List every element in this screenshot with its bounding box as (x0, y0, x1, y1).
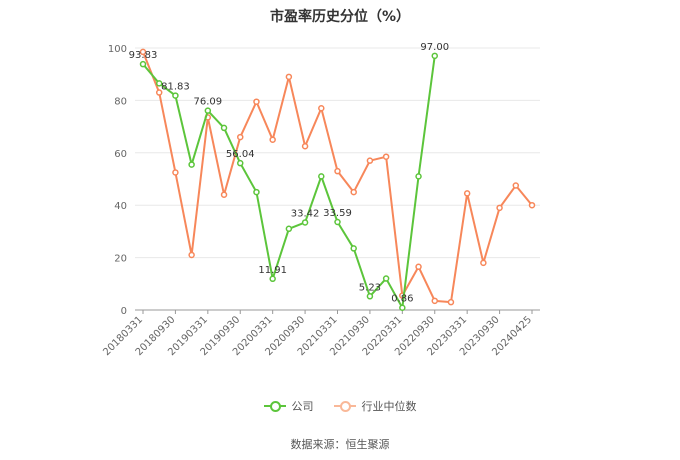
data-point-1 (334, 167, 341, 175)
data-point-0 (220, 124, 228, 132)
data-point-1 (496, 204, 503, 212)
legend: 公司 行业中位数 (0, 398, 680, 414)
data-point-1 (220, 191, 228, 198)
data-label: 93.83 (129, 50, 158, 61)
data-point-0 (172, 92, 179, 99)
legend-industry-swatch (333, 400, 356, 412)
series-line-0 (142, 55, 436, 309)
data-point-1 (237, 133, 244, 141)
data-point-1 (188, 251, 195, 259)
data-point-1 (528, 201, 536, 209)
data-point-0 (237, 159, 244, 167)
data-label: 81.83 (161, 82, 190, 93)
data-point-1 (285, 73, 293, 81)
legend-item-company[interactable]: 公司 (263, 398, 314, 414)
data-label: 33.59 (323, 208, 352, 219)
data-point-1 (350, 188, 357, 196)
data-point-1 (480, 259, 487, 267)
data-point-0 (382, 275, 390, 282)
data-point-0 (350, 245, 357, 252)
data-label: 33.42 (291, 208, 320, 219)
y-tick-label: 20 (114, 254, 127, 265)
data-point-0 (366, 293, 374, 300)
data-point-0 (415, 173, 422, 180)
data-point-0 (285, 225, 293, 233)
data-point-0 (334, 218, 341, 226)
data-label: 56.04 (226, 149, 255, 160)
data-point-1 (463, 190, 471, 197)
series-line-1 (142, 51, 533, 304)
legend-company-swatch (263, 400, 286, 412)
data-point-1 (253, 98, 260, 105)
data-point-1 (139, 48, 147, 56)
legend-company-label: 公司 (291, 400, 314, 413)
data-point-0 (269, 275, 276, 283)
data-point-1 (415, 263, 422, 271)
data-point-0 (204, 107, 212, 114)
data-point-1 (382, 153, 390, 160)
legend-item-industry-median[interactable]: 行业中位数 (333, 398, 417, 414)
data-point-0 (399, 304, 406, 311)
data-source: 数据来源：恒生聚源 (290, 438, 390, 451)
data-point-0 (253, 188, 260, 196)
chart-title: 市盈率历史分位（%） (269, 9, 411, 25)
y-tick-label: 0 (121, 306, 127, 317)
data-point-0 (301, 219, 309, 226)
legend-industry-label: 行业中位数 (361, 400, 417, 413)
data-point-1 (366, 157, 374, 164)
data-point-1 (512, 182, 520, 189)
data-point-0 (188, 161, 195, 168)
data-point-1 (172, 169, 179, 176)
data-point-0 (318, 173, 325, 180)
line-chart: 0204060801002018033120180930201903312019… (101, 42, 540, 358)
y-tick-label: 40 (114, 201, 127, 212)
data-label: 11.91 (258, 265, 287, 276)
data-point-1 (269, 136, 276, 143)
y-tick-label: 60 (114, 149, 127, 160)
data-label: 76.09 (194, 97, 223, 108)
data-point-1 (447, 298, 455, 306)
y-tick-label: 100 (108, 44, 127, 55)
data-point-0 (155, 80, 163, 87)
data-point-1 (155, 89, 163, 96)
data-label: 5.23 (359, 282, 381, 293)
data-point-1 (318, 105, 325, 112)
data-point-1 (431, 297, 438, 305)
data-label: 0.86 (391, 294, 413, 305)
data-point-1 (301, 143, 309, 150)
data-label: 97.00 (420, 42, 449, 53)
data-point-0 (431, 52, 438, 60)
data-point-0 (139, 60, 147, 68)
y-tick-label: 80 (114, 96, 127, 107)
